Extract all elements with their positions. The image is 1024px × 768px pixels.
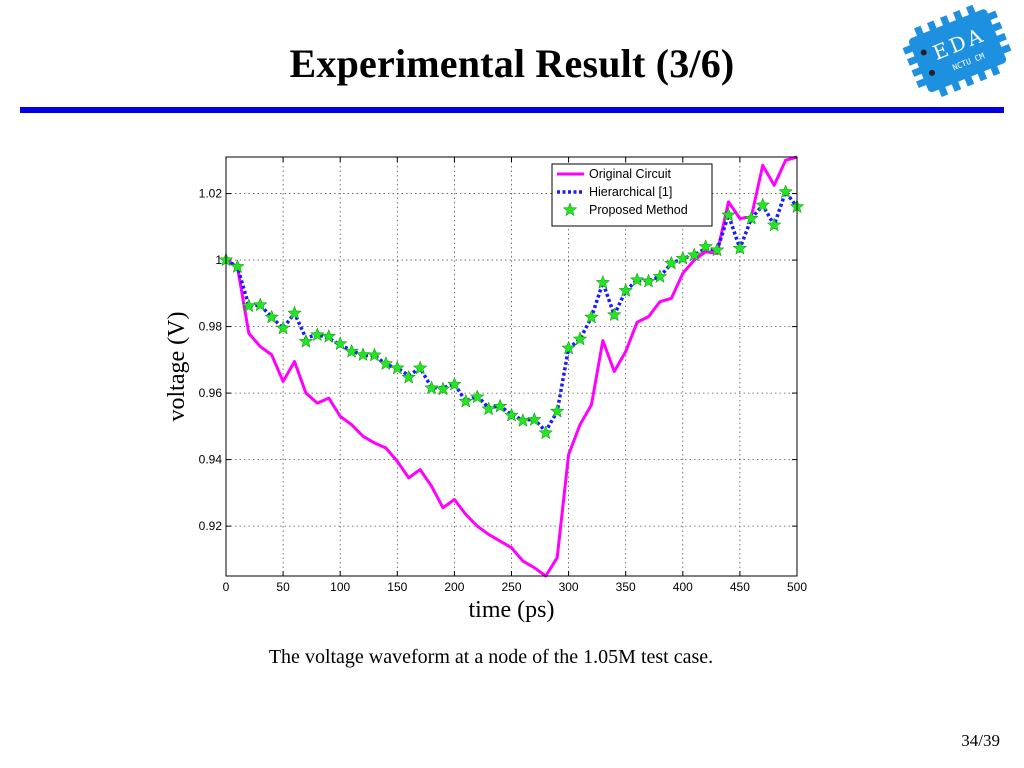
legend-label: Original Circuit bbox=[589, 167, 671, 181]
proposed-method-point bbox=[367, 347, 382, 362]
legend-swatch-proposed bbox=[562, 202, 578, 217]
proposed-method-point bbox=[766, 217, 782, 232]
proposed-method-point bbox=[310, 327, 325, 342]
proposed-method-point bbox=[458, 393, 474, 408]
proposed-method-point bbox=[561, 340, 576, 355]
page-number: 34/39 bbox=[961, 731, 1000, 750]
proposed-method-point bbox=[264, 309, 280, 324]
proposed-method-point bbox=[435, 381, 451, 396]
legend-label: Hierarchical [1] bbox=[589, 185, 672, 199]
x-tick-label: 150 bbox=[387, 580, 407, 594]
proposed-method-point bbox=[287, 305, 302, 320]
plot-frame bbox=[225, 156, 798, 577]
proposed-method-point bbox=[686, 247, 702, 262]
proposed-method-point bbox=[538, 425, 554, 440]
proposed-method-point bbox=[504, 407, 519, 422]
proposed-method-point bbox=[275, 320, 291, 335]
proposed-method-point bbox=[321, 328, 337, 343]
proposed-method-point bbox=[743, 210, 759, 225]
proposed-method-point bbox=[618, 282, 634, 297]
x-tick-label: 350 bbox=[616, 580, 636, 594]
proposed-method-point bbox=[344, 343, 359, 358]
proposed-method-point bbox=[424, 380, 439, 395]
proposed-method-point bbox=[641, 273, 656, 288]
proposed-method-point bbox=[481, 401, 496, 416]
y-tick-label: 1 bbox=[215, 253, 222, 267]
proposed-method-point bbox=[755, 197, 771, 212]
x-axis-label: time (ps) bbox=[469, 597, 555, 623]
proposed-method-point bbox=[584, 309, 599, 324]
x-tick-label: 100 bbox=[330, 580, 350, 594]
eda-logo-icon: EDA NCTU CM bbox=[902, 4, 1012, 97]
proposed-method-point bbox=[698, 239, 713, 254]
proposed-method-point bbox=[606, 307, 622, 322]
slide-title: Experimental Result (3/6) bbox=[289, 41, 735, 86]
proposed-method-point bbox=[230, 259, 245, 273]
x-tick-label: 300 bbox=[559, 580, 579, 594]
proposed-method-point bbox=[298, 333, 314, 348]
proposed-method-point bbox=[412, 360, 428, 375]
x-tick-label: 200 bbox=[444, 580, 464, 594]
proposed-method-point bbox=[652, 268, 668, 283]
proposed-method-point bbox=[595, 274, 611, 289]
proposed-method-point bbox=[572, 331, 588, 346]
proposed-method-point bbox=[549, 403, 565, 418]
y-tick-label: 0.94 bbox=[199, 453, 223, 467]
proposed-method-point bbox=[401, 369, 417, 384]
proposed-method-point bbox=[252, 297, 268, 312]
proposed-method-point bbox=[469, 389, 485, 404]
proposed-method-point bbox=[447, 376, 462, 391]
proposed-method-point bbox=[332, 336, 348, 351]
x-tick-label: 400 bbox=[673, 580, 693, 594]
proposed-method-point bbox=[629, 272, 645, 287]
title-rule bbox=[20, 107, 1004, 113]
series-line-original-circuit bbox=[226, 155, 798, 578]
figure-caption: The voltage waveform at a node of the 1.… bbox=[268, 646, 714, 668]
x-tick-label: 250 bbox=[501, 580, 521, 594]
proposed-method-point bbox=[378, 356, 394, 371]
y-tick-label: 0.92 bbox=[199, 519, 223, 533]
proposed-method-point bbox=[515, 412, 531, 427]
proposed-method-point bbox=[709, 242, 725, 257]
y-tick-label: 0.96 bbox=[199, 386, 223, 400]
x-tick-label: 450 bbox=[730, 580, 750, 594]
proposed-method-point bbox=[675, 250, 691, 265]
proposed-method-point bbox=[721, 207, 736, 222]
proposed-method-point bbox=[527, 411, 542, 426]
proposed-method-point bbox=[492, 398, 508, 413]
x-tick-label: 0 bbox=[223, 580, 230, 594]
proposed-method-point bbox=[778, 184, 793, 199]
proposed-method-point bbox=[389, 360, 405, 375]
y-tick-label: 1.02 bbox=[199, 187, 223, 201]
voltage-chart: 0 50 100 150 200 250 300 350 400 450 500 0.92 0.94 0.… bbox=[164, 155, 807, 623]
proposed-method-point bbox=[732, 240, 748, 255]
y-tick-label: 0.98 bbox=[199, 320, 223, 334]
y-axis-label: voltage (V) bbox=[164, 312, 190, 422]
proposed-method-point bbox=[241, 298, 257, 313]
proposed-method-point bbox=[664, 255, 679, 270]
plot-area bbox=[226, 157, 797, 576]
x-tick-label: 50 bbox=[276, 580, 290, 594]
proposed-method-point bbox=[355, 347, 371, 362]
legend-label: Proposed Method bbox=[589, 203, 688, 217]
x-tick-label: 500 bbox=[787, 580, 807, 594]
